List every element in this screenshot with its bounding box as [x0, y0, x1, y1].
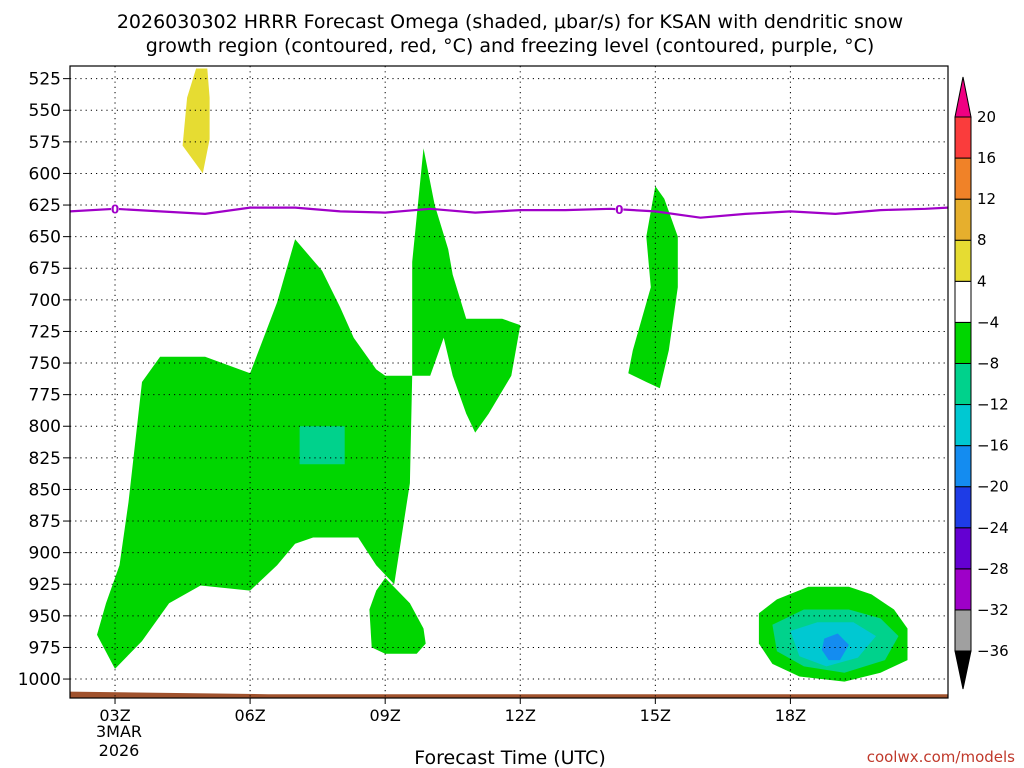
y-tick-label: 875 — [29, 512, 61, 532]
colorbar-swatch — [954, 116, 972, 159]
freezing-level-label: 0 — [615, 203, 623, 217]
colorbar-swatch — [954, 568, 972, 611]
y-tick-label: 750 — [29, 354, 61, 374]
y-tick-label: 850 — [29, 480, 61, 500]
y-tick-label: 575 — [29, 133, 61, 153]
colorbar-label: 12 — [977, 190, 996, 208]
colorbar-swatch — [954, 527, 972, 570]
colorbar-label: −32 — [977, 601, 1009, 619]
omega-region-9 — [821, 633, 849, 661]
y-tick-label: 825 — [29, 449, 61, 469]
x-tick-label: 06Z — [234, 706, 265, 725]
colorbar-label: −4 — [977, 313, 999, 331]
omega-region-4 — [628, 186, 678, 389]
colorbar-label: −20 — [977, 478, 1009, 496]
colorbar-label: 8 — [977, 231, 987, 249]
colorbar-extend-high — [954, 76, 972, 118]
y-tick-label: 625 — [29, 196, 61, 216]
y-tick-label: 675 — [29, 259, 61, 279]
x-tick-label: 03Z — [99, 706, 130, 725]
x-tick-label: 15Z — [640, 706, 671, 725]
colorbar-label: −28 — [977, 560, 1009, 578]
x-tick-label: 18Z — [775, 706, 806, 725]
colorbar-swatch — [954, 280, 972, 323]
y-tick-label: 725 — [29, 322, 61, 342]
freezing-level-label: 0 — [111, 202, 119, 216]
grid-lines — [70, 66, 948, 698]
y-tick-label: 700 — [29, 291, 61, 311]
colorbar-label: −8 — [977, 354, 999, 372]
colorbar: −36 −32 −28 −24 −20 −16 −12 −8 −4 4 8 12 16 20 — [954, 76, 1009, 690]
colorbar-swatch — [954, 321, 972, 364]
x-tick-label: 12Z — [505, 706, 536, 725]
y-tick-label: 550 — [29, 101, 61, 121]
y-tick-label: 525 — [29, 70, 61, 90]
freezing-level-line — [69, 206, 949, 219]
colorbar-swatch — [954, 486, 972, 529]
freezing-level-label-bg — [615, 203, 624, 216]
omega-region-1 — [97, 239, 413, 669]
y-tick-label: 800 — [29, 417, 61, 437]
y-tick-label: 1000 — [18, 670, 61, 690]
credit-label: coolwx.com/models — [867, 748, 1015, 766]
omega-region-2 — [369, 577, 426, 654]
colorbar-extend-low — [954, 650, 972, 690]
y-tick-label: 975 — [29, 638, 61, 658]
x-tick-label: 09Z — [370, 706, 401, 725]
colorbar-swatch — [954, 445, 972, 488]
chart-title-line1: 2026030302 HRRR Forecast Omega (shaded, … — [117, 11, 903, 33]
colorbar-swatch — [954, 239, 972, 282]
surface-terrain — [70, 691, 948, 698]
colorbar-swatch — [954, 404, 972, 447]
omega-region-6 — [299, 426, 345, 465]
colorbar-label: −24 — [977, 519, 1009, 537]
omega-region-3 — [412, 148, 521, 433]
colorbar-label: −12 — [977, 396, 1009, 414]
omega-shading — [70, 68, 948, 698]
colorbar-label: 20 — [977, 108, 996, 126]
freezing-level-label-bg — [111, 202, 120, 215]
y-tick-label: 650 — [29, 228, 61, 248]
chart-title-line2: growth region (contoured, red, °C) and f… — [146, 35, 875, 57]
date-label-year: 2026 — [99, 741, 140, 760]
colorbar-label: 4 — [977, 272, 987, 290]
omega-region-0 — [182, 68, 210, 174]
y-tick-label: 775 — [29, 386, 61, 406]
plot-frame — [69, 65, 949, 699]
y-tick-label: 925 — [29, 575, 61, 595]
colorbar-swatch — [954, 362, 972, 406]
x-axis: 03Z 06Z 09Z 12Z 15Z 18Z — [99, 698, 806, 725]
date-label-day: 3MAR — [96, 722, 142, 741]
colorbar-label: 16 — [977, 149, 996, 167]
x-axis-label: Forecast Time (UTC) — [414, 747, 605, 768]
y-axis: 525 550 575 600 625 650 675 700 725 750 775 800 825 8… — [18, 70, 70, 690]
y-tick-label: 600 — [29, 164, 61, 184]
colorbar-swatch — [954, 198, 972, 241]
y-tick-label: 900 — [29, 544, 61, 564]
y-tick-label: 950 — [29, 607, 61, 627]
colorbar-label: −36 — [977, 642, 1009, 660]
colorbar-swatch — [954, 157, 972, 200]
colorbar-swatch — [954, 609, 972, 652]
colorbar-label: −16 — [977, 437, 1009, 455]
